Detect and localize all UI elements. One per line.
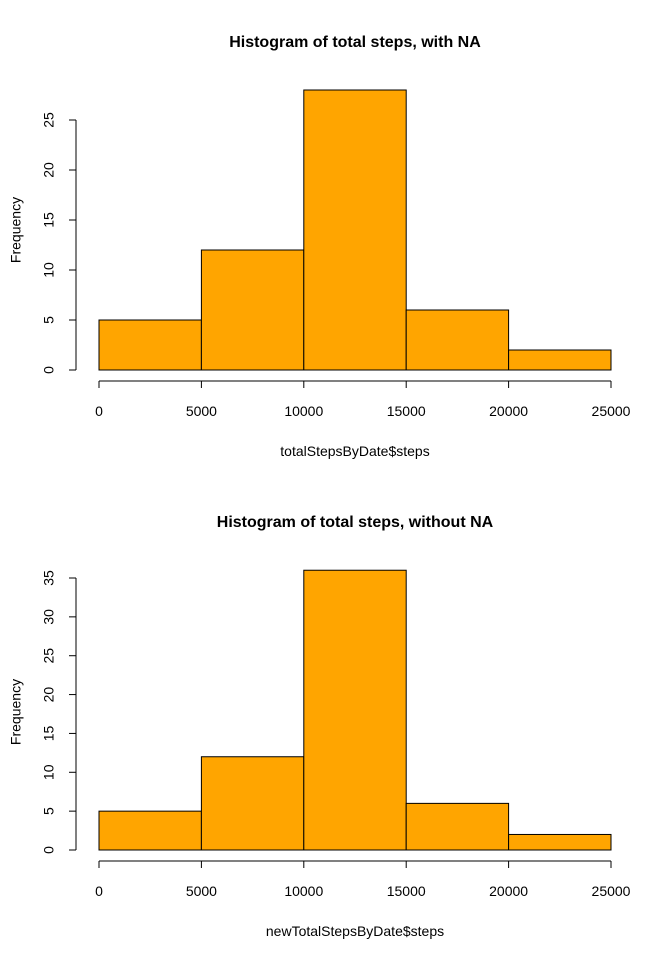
x-axis-label: newTotalStepsByDate$steps — [266, 923, 444, 939]
chart-title: Histogram of total steps, without NA — [217, 514, 494, 531]
x-tick-label: 0 — [95, 403, 103, 419]
x-tick-label: 20000 — [489, 883, 528, 899]
histogram-bar — [98, 810, 202, 851]
histogram-bar — [303, 569, 407, 851]
y-tick-label: 0 — [41, 846, 57, 854]
y-tick-label: 25 — [41, 648, 57, 664]
x-tick-label: 20000 — [489, 403, 528, 419]
y-tick-label: 5 — [41, 807, 57, 815]
histogram-bar — [200, 756, 305, 851]
x-tick-label: 10000 — [284, 883, 323, 899]
y-tick-label: 30 — [41, 609, 57, 625]
histogram-without-na: Histogram of total steps, without NA 0 500… — [8, 514, 631, 939]
x-tick-label: 10000 — [284, 403, 323, 419]
y-tick-label: 15 — [41, 725, 57, 741]
y-tick-label: 10 — [41, 764, 57, 780]
y-tick-label: 5 — [41, 316, 57, 324]
y-tick-label: 35 — [41, 570, 57, 586]
x-tick-label: 5000 — [186, 883, 217, 899]
x-tick-label: 5000 — [186, 403, 217, 419]
x-tick-label: 25000 — [592, 883, 631, 899]
histogram-bar — [405, 309, 510, 371]
chart-title: Histogram of total steps, with NA — [229, 34, 481, 51]
y-tick-label: 25 — [41, 112, 57, 128]
histogram-bar — [303, 89, 407, 371]
x-tick-label: 15000 — [387, 883, 426, 899]
y-tick-label: 15 — [41, 212, 57, 228]
x-axis-label: totalStepsByDate$steps — [280, 443, 429, 459]
histogram-bar — [98, 319, 202, 371]
y-tick-label: 10 — [41, 262, 57, 278]
y-tick-label: 20 — [41, 162, 57, 178]
x-tick-label: 15000 — [387, 403, 426, 419]
histogram-with-na: Histogram of total steps, with NA 0 5000 10… — [8, 34, 631, 459]
y-tick-label: 20 — [41, 687, 57, 703]
histogram-bar — [405, 802, 510, 851]
x-tick-label: 0 — [95, 883, 103, 899]
histogram-bar — [508, 833, 612, 851]
x-tick-label: 25000 — [592, 403, 631, 419]
histogram-bar — [200, 249, 305, 371]
y-tick-label: 0 — [41, 366, 57, 374]
histogram-bar — [508, 349, 612, 371]
y-axis-label: Frequency — [8, 197, 24, 263]
y-axis-label: Frequency — [8, 679, 24, 745]
